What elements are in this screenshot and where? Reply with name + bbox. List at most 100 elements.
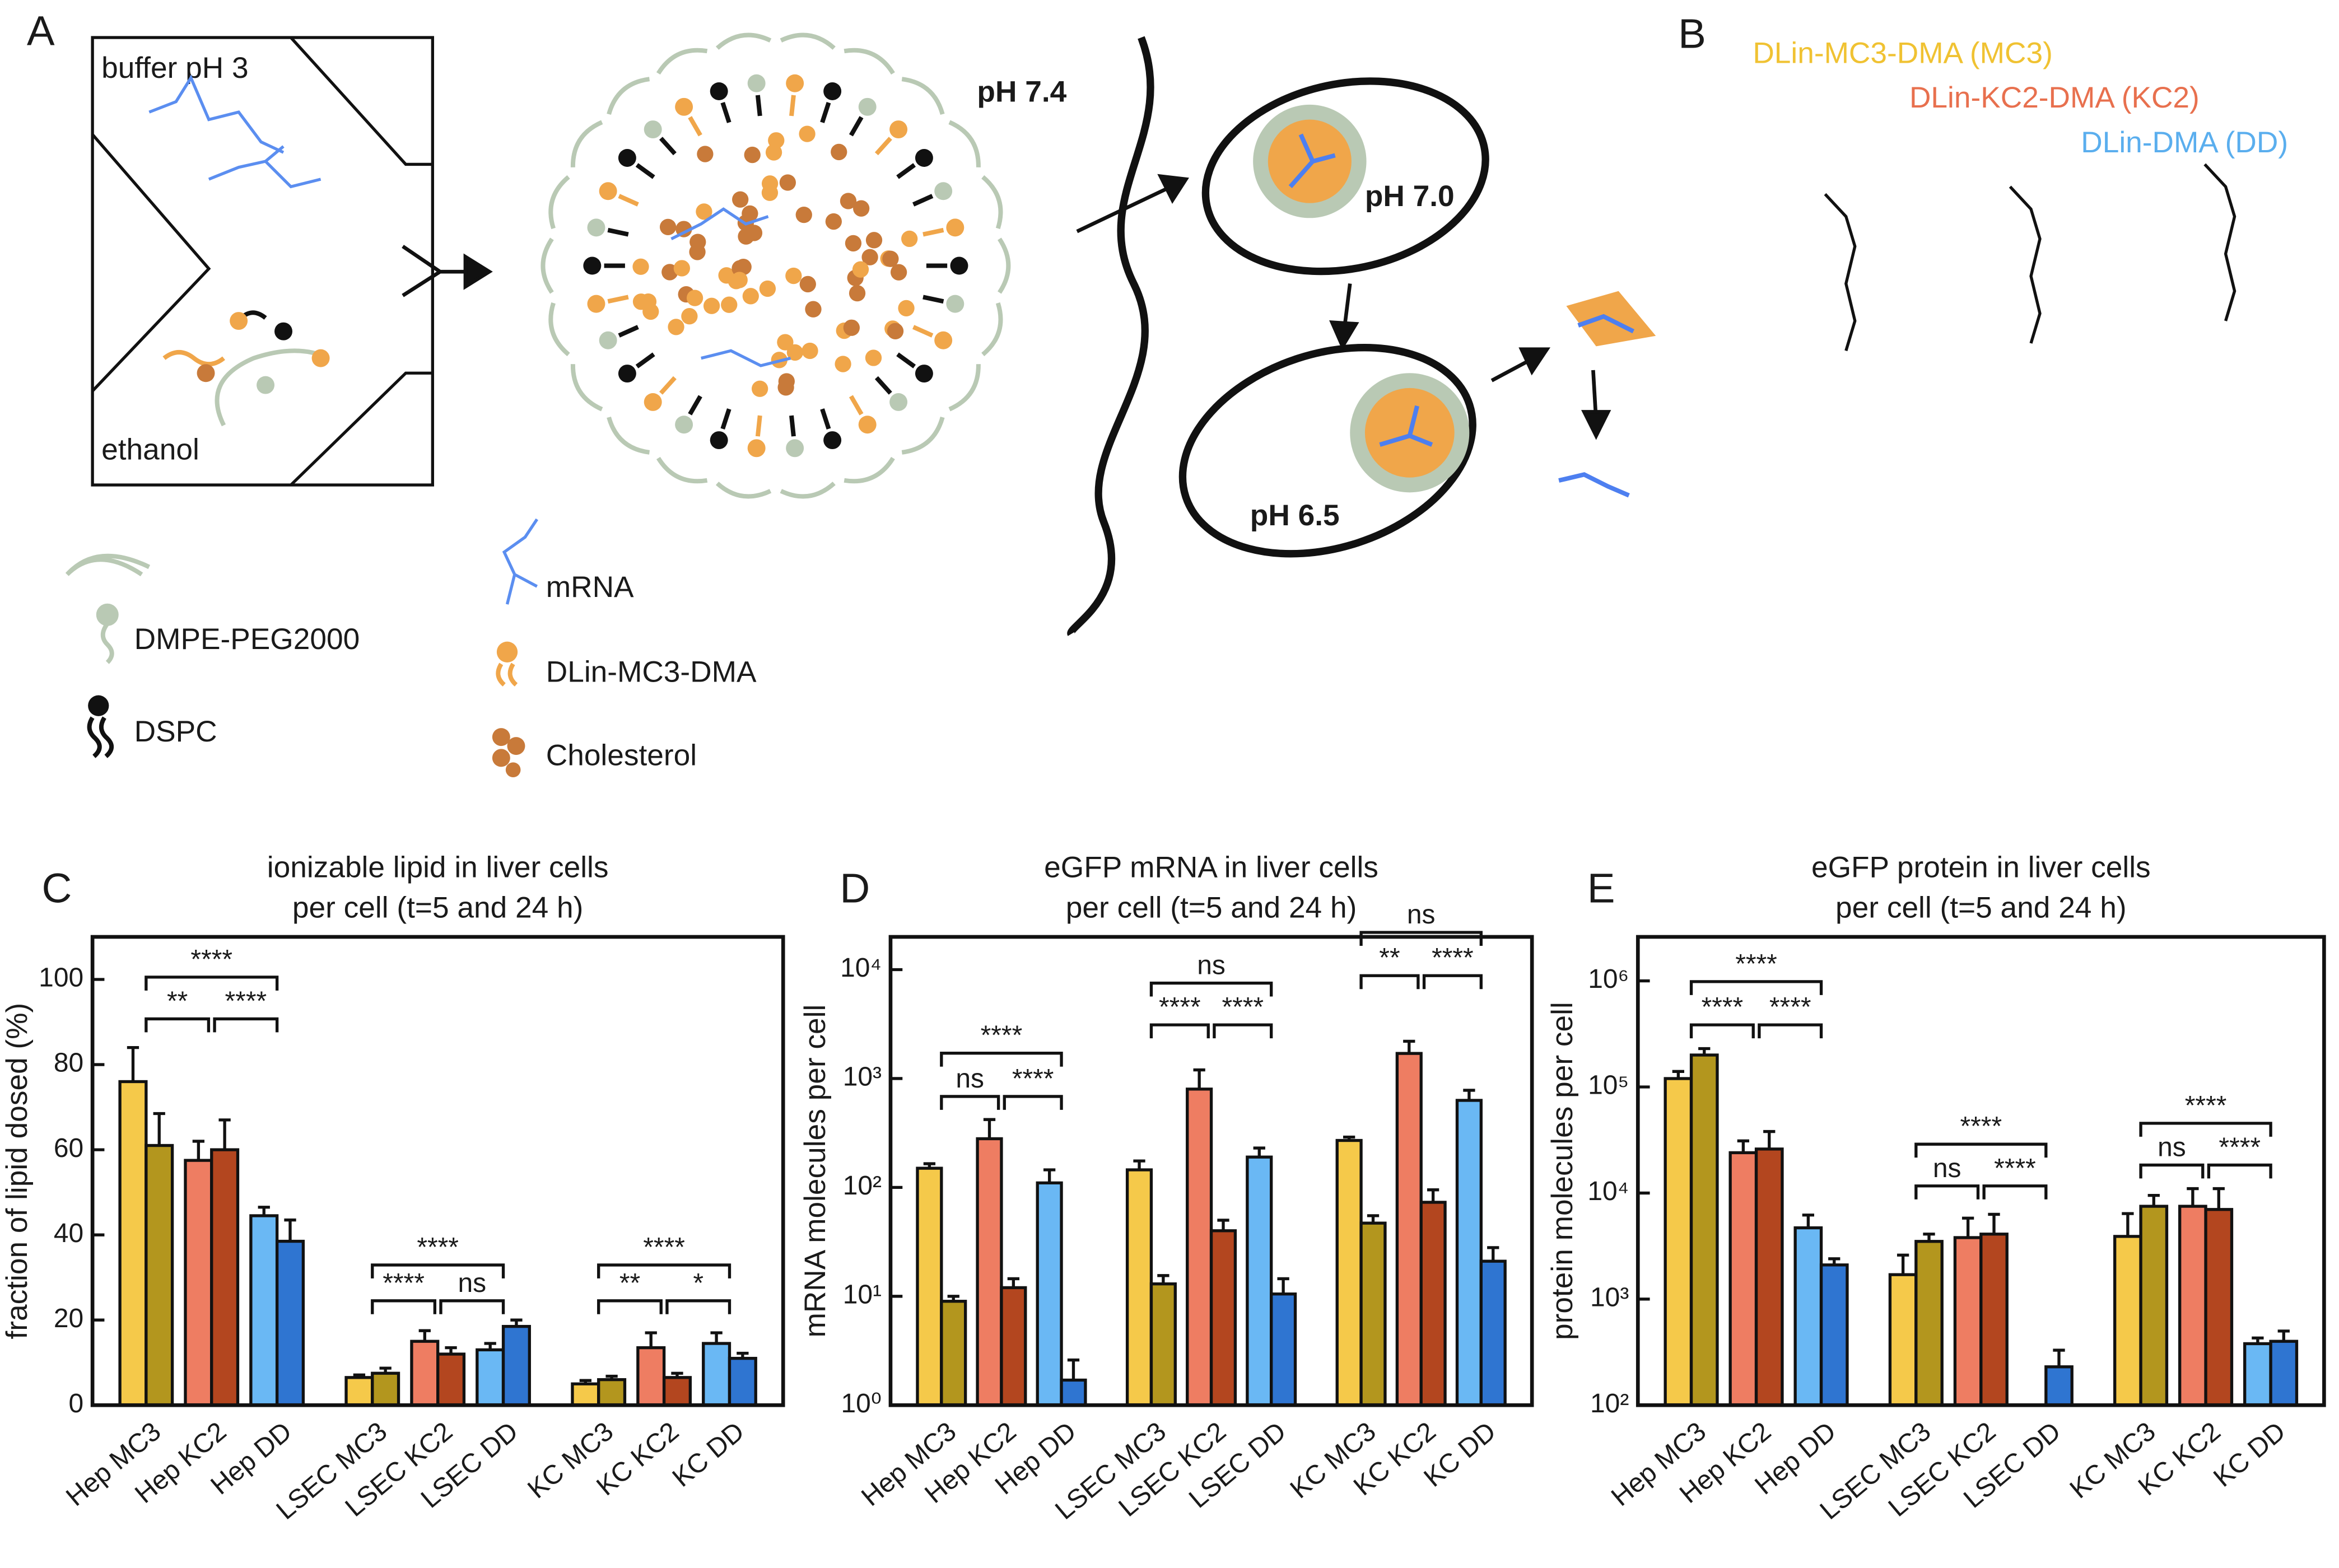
error-bar	[1897, 1253, 1909, 1275]
error-bar	[1988, 1212, 2000, 1234]
bar	[2044, 1365, 2074, 1407]
error-bar	[605, 1374, 618, 1380]
core-lipid	[835, 356, 851, 372]
significance-bracket	[597, 1299, 663, 1314]
peg-chain	[715, 32, 772, 50]
y-tick-label: 10⁴	[1587, 1177, 1629, 1206]
head-group	[2203, 163, 2237, 321]
head-group	[2009, 185, 2042, 344]
error-bar	[1961, 1216, 1974, 1238]
core-lipid	[831, 143, 847, 161]
significance-label: **	[1379, 943, 1400, 973]
plot-frame	[888, 935, 1534, 1407]
bar	[1689, 1053, 1719, 1407]
y-axis-label: fraction of lipid dosed (%)	[1, 1003, 34, 1340]
bar	[2113, 1235, 2142, 1407]
bar	[1479, 1259, 1507, 1407]
core-lipid	[731, 272, 748, 288]
peg-chain	[780, 32, 836, 50]
mrna	[1379, 405, 1433, 447]
significance-label: **	[619, 1268, 640, 1298]
core-lipid	[786, 344, 804, 361]
significance-bracket	[2139, 1163, 2205, 1179]
error-bar	[284, 1218, 296, 1242]
bar	[1060, 1378, 1087, 1407]
bar	[371, 1371, 400, 1407]
significance-label: ****	[383, 1268, 425, 1298]
tail	[820, 101, 831, 123]
chart-title: ionizable lipid in liver cells	[267, 851, 609, 884]
peg-chain	[780, 482, 836, 499]
error-bar	[2147, 1193, 2160, 1207]
significance-label: ****	[1432, 943, 1474, 973]
y-tick-label: 10⁰	[841, 1389, 882, 1418]
significance-label: ****	[225, 986, 267, 1016]
error-bar	[983, 1118, 996, 1139]
bar	[662, 1376, 692, 1407]
bar	[118, 1080, 148, 1407]
core-lipid	[742, 288, 759, 305]
core-lipid	[668, 319, 684, 335]
head-group	[934, 331, 953, 349]
x-tick-label: KC DD	[667, 1416, 750, 1492]
y-tick-label: 10²	[843, 1171, 882, 1201]
bar	[2269, 1340, 2299, 1407]
core-lipid	[901, 230, 918, 248]
error-bar	[445, 1346, 457, 1355]
significance-label: ****	[1159, 992, 1201, 1022]
error-bar	[1802, 1214, 1815, 1228]
panel-letter: C	[42, 865, 72, 912]
bar	[1979, 1233, 2009, 1407]
significance-label: ns	[956, 1064, 984, 1094]
legend-icon-mc3	[496, 641, 518, 687]
y-axis-label: protein molecules per cell	[1546, 1002, 1579, 1340]
error-bar	[2212, 1187, 2225, 1210]
bar	[1246, 1155, 1273, 1407]
tail	[618, 325, 639, 338]
core-lipid	[799, 276, 816, 293]
error-bar	[127, 1046, 139, 1082]
core-lipid	[742, 205, 758, 222]
bar	[1186, 1088, 1213, 1407]
error-bar	[1828, 1257, 1841, 1265]
error-bar	[1157, 1274, 1170, 1284]
mrna-strands	[148, 74, 322, 189]
bar	[1455, 1099, 1483, 1407]
bar	[2243, 1342, 2272, 1407]
head-group	[583, 256, 602, 275]
head-group	[823, 82, 842, 100]
bar	[1953, 1236, 1983, 1407]
plot-frame	[1636, 935, 2326, 1407]
legend-icon-cholesterol	[492, 728, 525, 778]
head-group	[644, 393, 662, 411]
significance-label: ns	[1933, 1154, 1961, 1183]
significance-label: ****	[190, 945, 232, 974]
bar	[1914, 1240, 1944, 1407]
error-bar	[947, 1295, 959, 1301]
mixing-chamber	[91, 36, 435, 487]
legend-label: DLin-MC3-DMA	[546, 656, 757, 689]
core-lipid	[697, 146, 714, 162]
core-lipid	[731, 260, 748, 277]
tail	[635, 352, 655, 368]
significance-label: ns	[1197, 951, 1226, 981]
error-bar	[353, 1373, 366, 1378]
core-lipid	[845, 235, 862, 252]
tail	[922, 295, 944, 304]
error-bar	[1193, 1068, 1205, 1089]
bar	[1359, 1221, 1387, 1407]
peg-chain	[570, 120, 603, 167]
error-bar	[1403, 1039, 1415, 1054]
chart-title: per cell (t=5 and 24 h)	[1066, 891, 1357, 924]
tail	[607, 227, 629, 237]
core-lipid	[802, 342, 818, 360]
bar	[1395, 1052, 1423, 1407]
significance-label: ****	[417, 1233, 459, 1262]
error-bar	[1067, 1358, 1080, 1380]
head-group	[889, 393, 908, 411]
significance-bracket	[371, 1299, 437, 1314]
core-lipid	[759, 280, 776, 297]
significance-bracket	[597, 1263, 731, 1278]
core-lipid	[853, 200, 870, 217]
